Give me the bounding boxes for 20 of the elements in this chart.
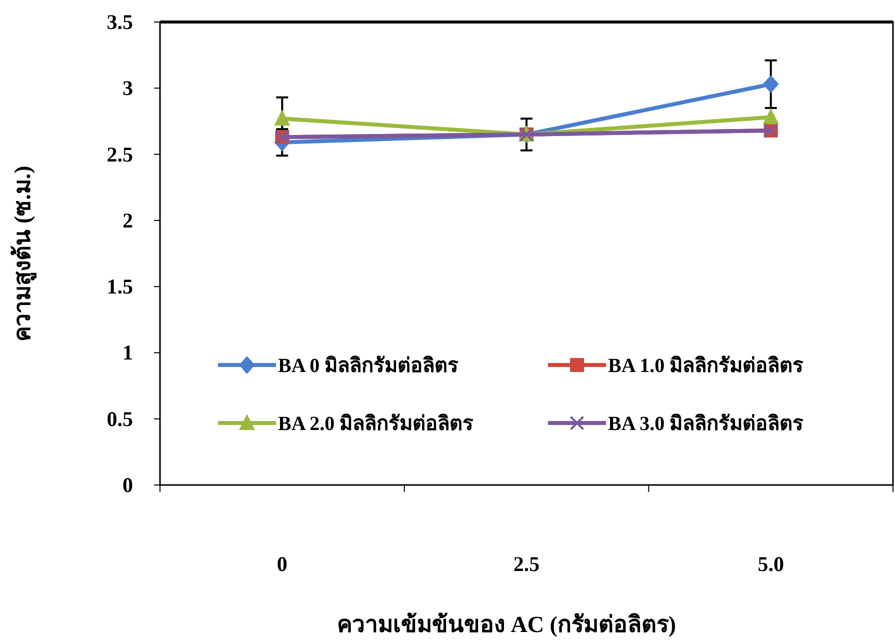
y-tick-label: 1.5 [106,274,133,299]
y-tick-label: 3.5 [106,10,133,34]
y-tick-label: 1 [122,340,133,365]
legend-label: BA 1.0 มิลลิกรัมต่อลิตร [608,355,804,377]
x-axis-title: ความเข้มข้นของ AC (กรัมต่อลิตร) [336,612,676,637]
y-axis-title: ความสูงต้น (ซ.ม.) [10,166,37,342]
y-tick-label: 0 [122,473,133,497]
x-tick-label: 0 [276,552,288,576]
x-tick-label: 2.5 [513,552,540,576]
point [274,110,290,126]
legend-label: BA 0 มิลลิกรัมต่อลิตร [278,355,459,377]
point [762,75,779,94]
x-tick-label: 5.0 [758,552,784,576]
y-tick-label: 2.5 [106,142,133,166]
legend-label: BA 3.0 มิลลิกรัมต่อลิตร [608,413,804,435]
point [762,108,779,124]
y-tick-label: 3 [122,76,133,100]
legend-label: BA 2.0 มิลลิกรัมต่อลิตร [278,413,474,435]
y-tick-label: 0.5 [106,406,133,431]
y-tick-label: 2 [122,208,133,232]
